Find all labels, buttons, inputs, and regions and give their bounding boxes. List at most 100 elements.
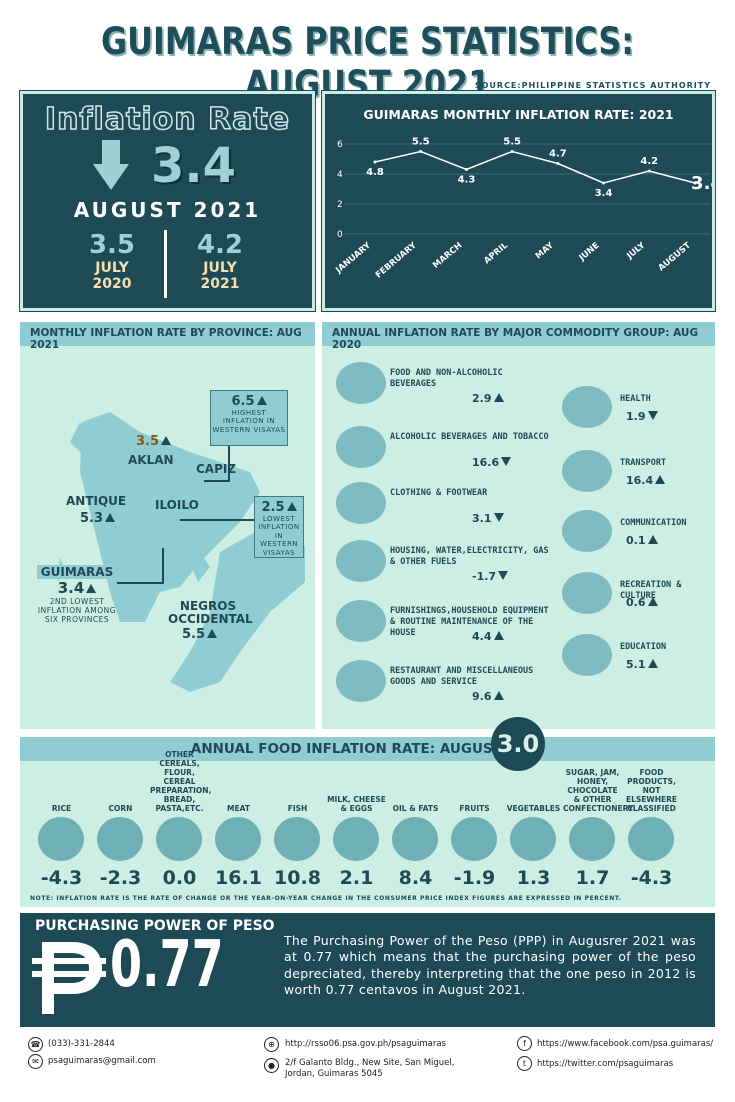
up-arrow-icon bbox=[647, 659, 658, 668]
data-point bbox=[602, 181, 606, 185]
commodity-value: 5.1 bbox=[626, 658, 658, 671]
data-label: 4.2 bbox=[640, 156, 658, 167]
food-item-label: OTHER CEREALS, FLOUR, CEREAL PREPARATION… bbox=[150, 750, 212, 813]
ppp-value: 0.77 bbox=[110, 928, 224, 1002]
data-point bbox=[419, 150, 423, 153]
commodity-value: -1.7 bbox=[472, 570, 509, 583]
x-tick-label: MARCH bbox=[431, 241, 464, 271]
x-tick-label: APRIL bbox=[482, 240, 510, 266]
compare-month: JULY bbox=[95, 260, 129, 276]
commodity-icon bbox=[562, 510, 612, 552]
up-arrow-icon bbox=[286, 502, 297, 511]
footer-facebook[interactable]: https://www.facebook.com/psa.guimaras/ bbox=[537, 1039, 714, 1049]
footer-phone: (033)-331-2844 bbox=[48, 1039, 115, 1049]
guimaras-label: GUIMARAS bbox=[37, 565, 117, 579]
negros-value: 5.5 bbox=[182, 627, 218, 642]
commodity-icon bbox=[336, 482, 386, 524]
x-tick-label: AUGUST bbox=[657, 241, 693, 274]
food-item-icon bbox=[156, 817, 202, 861]
commodity-label: HEALTH bbox=[620, 394, 651, 404]
ppp-panel bbox=[20, 913, 715, 1027]
up-arrow-icon bbox=[105, 513, 116, 522]
food-item-label: VEGETABLES bbox=[506, 804, 561, 813]
commodity-heading: ANNUAL INFLATION RATE BY MAJOR COMMODITY… bbox=[322, 322, 715, 351]
up-arrow-icon bbox=[493, 691, 504, 700]
up-arrow-icon bbox=[647, 535, 658, 544]
y-tick-label: 6 bbox=[337, 140, 343, 150]
commodity-label: FURNISHINGS,HOUSEHOLD EQUIPMENT & ROUTIN… bbox=[390, 606, 549, 639]
page-title: GUIMARAS PRICE STATISTICS: AUGUST 2021 bbox=[101, 20, 634, 106]
up-arrow-icon bbox=[647, 597, 658, 606]
connector-line bbox=[204, 480, 230, 482]
footer-website[interactable]: http://rsso06.psa.gov.ph/psaguimaras bbox=[285, 1039, 446, 1049]
iloilo-callout: 2.5 LOWEST INFLATION IN WESTERN VISAYAS bbox=[254, 496, 304, 558]
facebook-icon: f bbox=[517, 1036, 532, 1051]
data-point bbox=[464, 168, 468, 171]
commodity-value: 16.4 bbox=[626, 474, 666, 487]
inflation-title: Inflation Rate bbox=[44, 101, 291, 138]
food-item-icon bbox=[97, 817, 143, 861]
commodity-label: TRANSPORT bbox=[620, 458, 667, 468]
y-tick-label: 2 bbox=[337, 200, 343, 210]
chart-title: GUIMARAS MONTHLY INFLATION RATE: 2021 bbox=[363, 107, 674, 122]
capiz-note: HIGHEST INFLATION IN WESTERN VISAYAS bbox=[212, 409, 286, 434]
food-item-icon bbox=[451, 817, 497, 861]
capiz-callout: 6.5 HIGHEST INFLATION IN WESTERN VISAYAS bbox=[210, 390, 288, 446]
food-item-icon bbox=[333, 817, 379, 861]
x-tick-label: MAY bbox=[534, 240, 557, 261]
down-arrow-icon bbox=[647, 411, 658, 420]
guimaras-value: 3.4 bbox=[37, 579, 117, 597]
food-overall-badge: 3.0 bbox=[491, 717, 545, 771]
x-tick-label: JUNE bbox=[577, 241, 602, 264]
commodity-icon bbox=[562, 572, 612, 614]
compare-month: JULY bbox=[203, 260, 237, 276]
food-item-icon bbox=[569, 817, 615, 861]
food-item-icon bbox=[510, 817, 556, 861]
twitter-icon: t bbox=[517, 1056, 532, 1071]
y-tick-label: 0 bbox=[337, 230, 343, 240]
ppp-title: PURCHASING POWER OF PESO bbox=[35, 918, 275, 934]
province-heading: MONTHLY INFLATION RATE BY PROVINCE: AUG … bbox=[20, 322, 315, 351]
food-item-label: FISH bbox=[287, 804, 308, 813]
commodity-value: 0.1 bbox=[626, 534, 658, 547]
commodity-value: 16.6 bbox=[472, 456, 512, 469]
down-arrow-icon bbox=[501, 457, 512, 466]
compare-value: 4.2 bbox=[196, 230, 244, 260]
capiz-label: CAPIZ bbox=[196, 462, 237, 476]
aklan-value: 3.5 bbox=[136, 434, 172, 449]
commodity-label: CLOTHING & FOOTWEAR bbox=[390, 488, 488, 498]
peso-sign-icon bbox=[32, 942, 106, 1014]
iloilo-label: ILOILO bbox=[155, 498, 199, 512]
food-item-value: 0.0 bbox=[162, 867, 197, 889]
data-label: 4.3 bbox=[458, 175, 476, 186]
commodity-icon bbox=[336, 540, 386, 582]
food-item-label: SUGAR, JAM, HONEY, CHOCOLATE & OTHER CON… bbox=[563, 768, 634, 813]
connector-line bbox=[162, 548, 164, 584]
y-tick-label: 4 bbox=[337, 170, 343, 180]
data-point bbox=[556, 162, 560, 165]
commodity-icon bbox=[336, 426, 386, 468]
food-item-label: FRUITS bbox=[459, 804, 490, 813]
commodity-value: 1.9 bbox=[626, 410, 658, 423]
data-label: 5.5 bbox=[412, 137, 430, 148]
data-label: 4.8 bbox=[366, 167, 384, 178]
divider bbox=[164, 230, 167, 298]
food-item-label: MEAT bbox=[227, 804, 250, 813]
x-tick-label: FEBRUARY bbox=[374, 240, 419, 280]
compare-year: 2021 bbox=[200, 276, 240, 292]
antique-label: ANTIQUE bbox=[66, 494, 127, 508]
commodity-label: COMMUNICATION bbox=[620, 518, 687, 528]
commodity-value: 9.6 bbox=[472, 690, 504, 703]
data-point bbox=[373, 160, 377, 164]
footer-twitter[interactable]: https://twitter.com/psaguimaras bbox=[537, 1059, 674, 1069]
aklan-label: AKLAN bbox=[128, 453, 174, 467]
data-label: 3.4 bbox=[691, 173, 712, 194]
up-arrow-icon bbox=[207, 629, 218, 638]
commodity-icon bbox=[562, 386, 612, 428]
commodity-label: HOUSING, WATER,ELECTRICITY, GAS & OTHER … bbox=[390, 546, 549, 568]
arrow-down-icon bbox=[93, 140, 129, 190]
footer-email[interactable]: psaguimaras@gmail.com bbox=[48, 1056, 156, 1066]
food-item-icon bbox=[392, 817, 438, 861]
footer-address-line1: 2/f Galanto Bldg., New Site, San Miguel, bbox=[285, 1058, 455, 1068]
food-item-label: FOOD PRODUCTS, NOT ELSEWHERE CLASSIFIED bbox=[626, 768, 677, 813]
